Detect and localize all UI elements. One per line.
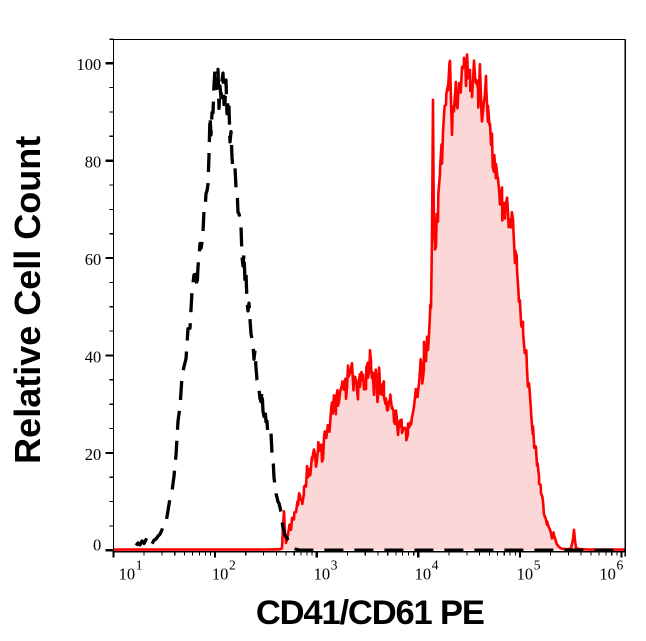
svg-text:40: 40 (85, 347, 102, 366)
svg-text:CD41/CD61 PE: CD41/CD61 PE (256, 594, 484, 632)
svg-text:80: 80 (85, 153, 102, 172)
svg-text:5: 5 (534, 557, 541, 572)
svg-text:3: 3 (331, 557, 338, 572)
svg-text:2: 2 (229, 557, 236, 572)
svg-text:10: 10 (314, 565, 331, 584)
svg-text:0: 0 (93, 535, 101, 554)
svg-text:Relative Cell Count: Relative Cell Count (7, 136, 48, 464)
svg-text:10: 10 (212, 565, 229, 584)
svg-text:10: 10 (599, 565, 616, 584)
svg-text:6: 6 (617, 557, 624, 572)
svg-text:10: 10 (415, 565, 432, 584)
svg-text:10: 10 (517, 565, 534, 584)
svg-text:4: 4 (432, 557, 439, 572)
svg-text:20: 20 (85, 445, 102, 464)
svg-text:10: 10 (119, 565, 136, 584)
svg-text:1: 1 (136, 557, 143, 572)
svg-text:60: 60 (85, 250, 102, 269)
svg-text:100: 100 (77, 55, 102, 74)
